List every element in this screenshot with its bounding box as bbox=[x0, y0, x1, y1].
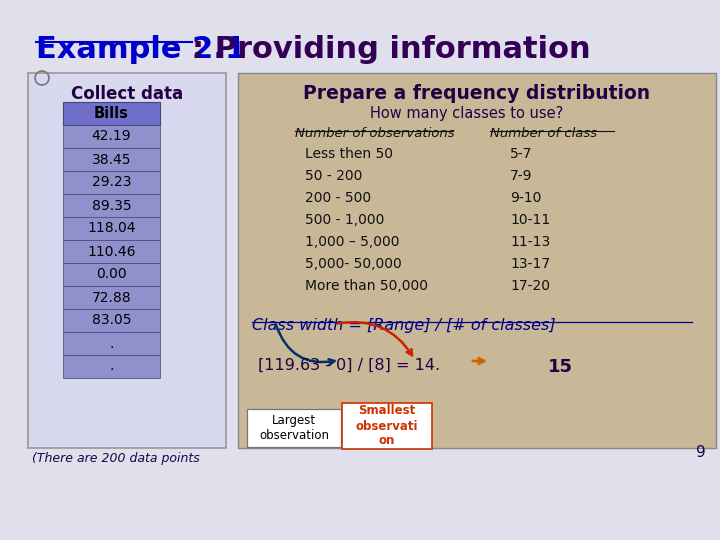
Text: 200 - 500: 200 - 500 bbox=[305, 191, 371, 205]
Text: More than 50,000: More than 50,000 bbox=[305, 279, 428, 293]
Text: 38.45: 38.45 bbox=[91, 152, 131, 166]
FancyBboxPatch shape bbox=[63, 309, 160, 332]
FancyBboxPatch shape bbox=[238, 73, 716, 448]
Text: .: . bbox=[109, 360, 114, 374]
Text: 83.05: 83.05 bbox=[91, 314, 131, 327]
FancyBboxPatch shape bbox=[63, 240, 160, 263]
Text: 5-7: 5-7 bbox=[510, 147, 532, 161]
FancyBboxPatch shape bbox=[63, 125, 160, 148]
FancyBboxPatch shape bbox=[63, 355, 160, 378]
Text: 13-17: 13-17 bbox=[510, 257, 550, 271]
Text: (There are 200 data points: (There are 200 data points bbox=[32, 452, 199, 465]
Text: Number of class: Number of class bbox=[490, 127, 597, 140]
FancyBboxPatch shape bbox=[63, 194, 160, 217]
Text: 72.88: 72.88 bbox=[91, 291, 131, 305]
Text: 10-11: 10-11 bbox=[510, 213, 550, 227]
FancyBboxPatch shape bbox=[342, 403, 432, 449]
Text: 9-10: 9-10 bbox=[510, 191, 541, 205]
Text: Bills: Bills bbox=[94, 106, 129, 121]
FancyBboxPatch shape bbox=[28, 73, 226, 448]
Text: 118.04: 118.04 bbox=[87, 221, 136, 235]
Text: [119.63 - 0] / [8] = 14.: [119.63 - 0] / [8] = 14. bbox=[258, 358, 440, 373]
Text: Prepare a frequency distribution: Prepare a frequency distribution bbox=[303, 84, 651, 103]
FancyBboxPatch shape bbox=[63, 263, 160, 286]
Text: 0.00: 0.00 bbox=[96, 267, 127, 281]
FancyBboxPatch shape bbox=[247, 409, 341, 447]
Text: Less then 50: Less then 50 bbox=[305, 147, 393, 161]
FancyBboxPatch shape bbox=[63, 286, 160, 309]
FancyBboxPatch shape bbox=[63, 102, 160, 125]
Text: 11-13: 11-13 bbox=[510, 235, 550, 249]
Text: 17-20: 17-20 bbox=[510, 279, 550, 293]
Text: 42.19: 42.19 bbox=[91, 130, 131, 144]
Text: 89.35: 89.35 bbox=[91, 199, 131, 213]
Text: Number of observations: Number of observations bbox=[295, 127, 454, 140]
Text: 7-9: 7-9 bbox=[510, 169, 533, 183]
FancyBboxPatch shape bbox=[63, 332, 160, 355]
Text: 1,000 – 5,000: 1,000 – 5,000 bbox=[305, 235, 400, 249]
FancyBboxPatch shape bbox=[63, 217, 160, 240]
Text: Class width = [Range] / [# of classes]: Class width = [Range] / [# of classes] bbox=[252, 318, 556, 333]
FancyBboxPatch shape bbox=[63, 171, 160, 194]
Text: .: . bbox=[109, 336, 114, 350]
Text: 5,000- 50,000: 5,000- 50,000 bbox=[305, 257, 402, 271]
FancyBboxPatch shape bbox=[63, 148, 160, 171]
Text: How many classes to use?: How many classes to use? bbox=[370, 106, 563, 121]
Text: : Providing information: : Providing information bbox=[192, 35, 590, 64]
Text: 29.23: 29.23 bbox=[91, 176, 131, 190]
Text: Example 2.1: Example 2.1 bbox=[36, 35, 246, 64]
Text: 9: 9 bbox=[696, 445, 706, 460]
Text: 15: 15 bbox=[548, 358, 573, 376]
Text: 110.46: 110.46 bbox=[87, 245, 136, 259]
Text: 500 - 1,000: 500 - 1,000 bbox=[305, 213, 384, 227]
Text: Collect data: Collect data bbox=[71, 85, 183, 103]
Text: Largest
observation: Largest observation bbox=[259, 414, 329, 442]
Text: 50 - 200: 50 - 200 bbox=[305, 169, 362, 183]
Text: Smallest
observati
on: Smallest observati on bbox=[356, 404, 418, 448]
